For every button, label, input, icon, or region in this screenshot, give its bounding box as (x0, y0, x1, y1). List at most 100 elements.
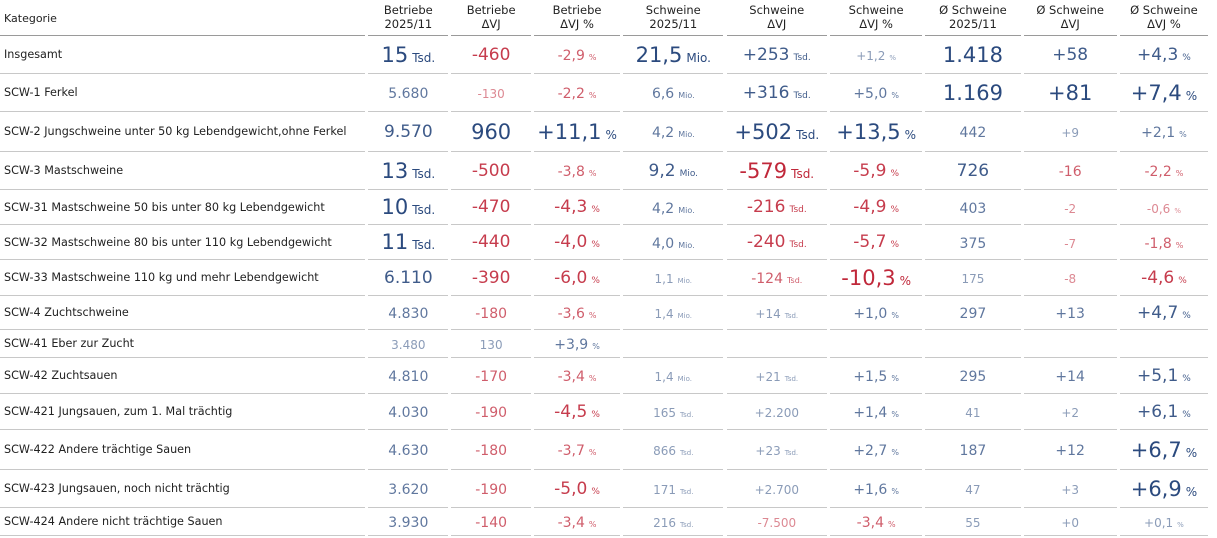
header-row: Kategorie Betriebe 2025/11 Betriebe ΔVJ Be… (0, 0, 1208, 36)
value-cell: -500 (451, 152, 531, 190)
table-row: SCW-1 Ferkel 5.680 -130 -2,2% 6,6 Mio. +316 Tsd… (0, 74, 1208, 112)
cell-value: -2,9 (557, 48, 585, 64)
value-cell: -3,4% (534, 358, 620, 394)
cell-value: +0,1 (1144, 516, 1174, 530)
cell-unit: % (1185, 88, 1198, 103)
cell-value: 5.680 (388, 86, 429, 102)
cell-value: 4.830 (388, 306, 429, 322)
cell-value: +0 (1061, 516, 1080, 530)
value-cell: +4,7% (1119, 296, 1208, 330)
value-cell: +253 Tsd. (726, 36, 827, 74)
cell-value: -140 (475, 515, 508, 531)
cell-unit: % (591, 205, 600, 215)
cell-value: 187 (959, 443, 987, 459)
cell-unit: % (1182, 310, 1191, 321)
cell-unit: % (588, 448, 597, 457)
value-cell: +2,1% (1119, 112, 1208, 152)
cell-value: +6,7 (1130, 437, 1182, 462)
cell-unit: % (591, 275, 600, 286)
cell-value: -0,6 (1146, 201, 1171, 216)
table-row: SCW-423 Jungsauen, noch nicht trächtig 3.… (0, 470, 1208, 508)
cell-unit: % (1175, 169, 1184, 178)
cell-value: 726 (956, 160, 990, 181)
cell-value: -130 (477, 87, 505, 101)
value-cell: -140 (451, 508, 531, 536)
cell-value: +14 (1055, 369, 1085, 385)
cell-value: +2 (1061, 406, 1080, 420)
cell-value: +13 (1055, 306, 1085, 322)
header-betriebe-2025: Betriebe 2025/11 (368, 0, 449, 36)
value-cell: +0,1% (1119, 508, 1208, 536)
value-cell: 10 Tsd. (368, 190, 449, 225)
cell-unit: Tsd. (784, 312, 799, 320)
cell-value: +502 (734, 119, 793, 144)
value-cell: -16 (1023, 152, 1117, 190)
row-label: SCW-33 Mastschweine 110 kg und mehr Lebe… (0, 260, 366, 296)
table-row: SCW-422 Andere trächtige Sauen 4.630 -180 -… (0, 430, 1208, 470)
cell-value: 403 (959, 200, 987, 217)
value-cell: 130 (451, 330, 531, 358)
cell-value: 47 (965, 483, 981, 497)
cell-unit: % (591, 409, 600, 420)
value-cell: -190 (451, 470, 531, 508)
value-cell: 3.930 (368, 508, 449, 536)
value-cell: -470 (451, 190, 531, 225)
cell-unit: % (888, 520, 896, 529)
cell-unit: Mio. (686, 50, 711, 65)
value-cell: +6,1% (1119, 394, 1208, 430)
cell-value: -7 (1064, 236, 1077, 251)
value-cell: 4.810 (368, 358, 449, 394)
cell-value: -4,0 (554, 232, 588, 252)
value-cell: +12 (1023, 430, 1117, 470)
cell-unit: Mio. (677, 277, 693, 285)
cell-value: +4,7 (1137, 302, 1179, 323)
cell-unit: Tsd. (793, 52, 811, 63)
cell-value: 6.110 (384, 267, 433, 288)
cell-value: 295 (959, 369, 987, 385)
cell-value: 41 (965, 406, 981, 420)
value-cell: -190 (451, 394, 531, 430)
cell-value: 21,5 (635, 42, 683, 67)
cell-value: 297 (959, 306, 987, 322)
value-cell: -2 (1023, 190, 1117, 225)
header-schweine-dvj: Schweine ΔVJ (726, 0, 827, 36)
cell-value: +1,2 (856, 49, 886, 63)
cell-value: 3.480 (391, 338, 426, 352)
value-cell: 15 Tsd. (368, 36, 449, 74)
cell-value: +4,3 (1137, 44, 1179, 65)
value-cell: 47 (925, 470, 1021, 508)
cell-unit: % (889, 54, 897, 62)
cell-value: -190 (475, 405, 508, 421)
value-cell (726, 330, 827, 358)
value-cell: -8 (1023, 260, 1117, 296)
value-cell (623, 330, 724, 358)
cell-unit: Tsd. (412, 166, 436, 181)
cell-value: -16 (1058, 164, 1082, 180)
cell-unit: % (891, 311, 899, 320)
value-cell: 13 Tsd. (368, 152, 449, 190)
cell-unit: % (588, 374, 597, 383)
value-cell: 175 (925, 260, 1021, 296)
cell-value: +11,1 (537, 119, 602, 144)
cell-unit: % (891, 410, 899, 419)
value-cell: 3.480 (368, 330, 449, 358)
table-body: Insgesamt 15 Tsd. -460 -2,9% 21,5 Mio. +253 Tsd.… (0, 36, 1208, 536)
value-cell: +0 (1023, 508, 1117, 536)
cell-value: +21 (755, 370, 781, 384)
value-cell: -130 (451, 74, 531, 112)
cell-value: 1,4 (654, 370, 674, 384)
cell-value: +5,1 (1137, 365, 1179, 386)
cell-unit: Tsd. (680, 521, 694, 529)
value-cell: +13 (1023, 296, 1117, 330)
cell-value: +2.700 (754, 483, 799, 497)
cell-value: 9,2 (648, 160, 676, 181)
header-avg-schweine-2025: Ø Schweine 2025/11 (925, 0, 1021, 36)
cell-unit: % (904, 127, 917, 142)
cell-unit: % (891, 487, 899, 496)
cell-unit: % (1174, 206, 1181, 215)
value-cell: 55 (925, 508, 1021, 536)
value-cell: -440 (451, 225, 531, 260)
cell-value: -5,7 (853, 232, 887, 252)
cell-value: 6,6 (651, 86, 675, 102)
value-cell: +11,1% (534, 112, 620, 152)
